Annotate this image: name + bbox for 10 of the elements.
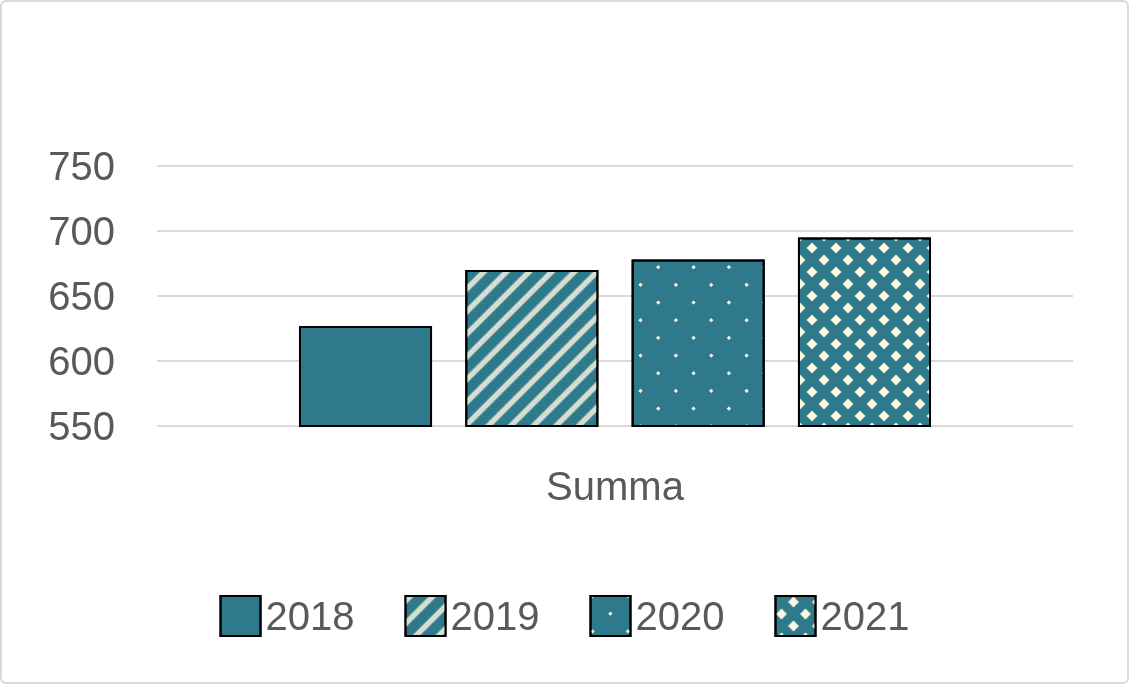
legend-label: 2019	[450, 594, 540, 638]
y-tick-label: 700	[48, 209, 115, 253]
y-tick-label: 550	[48, 404, 115, 448]
legend-label: 2020	[635, 594, 725, 638]
y-tick-label: 750	[48, 144, 115, 188]
x-tick-label: Summa	[546, 464, 685, 508]
y-tick-label: 600	[48, 339, 115, 383]
legend-label: 2018	[265, 594, 355, 638]
legend-label: 2021	[820, 594, 910, 638]
y-tick-label: 650	[48, 274, 115, 318]
